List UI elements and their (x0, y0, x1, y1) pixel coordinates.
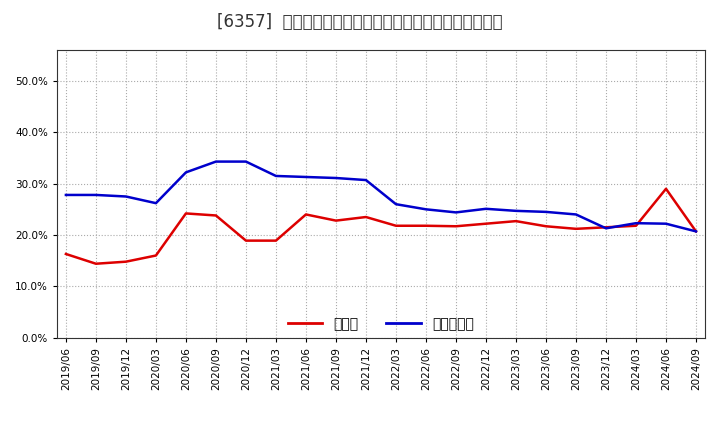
Legend: 現預金, 有利子負債: 現預金, 有利子負債 (282, 312, 480, 337)
Text: [6357]  現預金、有利子負債の総資産に対する比率の推移: [6357] 現預金、有利子負債の総資産に対する比率の推移 (217, 13, 503, 31)
